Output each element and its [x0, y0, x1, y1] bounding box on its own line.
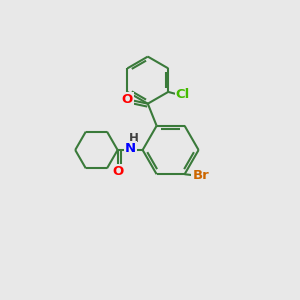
- Text: Br: Br: [192, 169, 209, 182]
- Text: H: H: [129, 132, 139, 145]
- Text: Cl: Cl: [176, 88, 190, 101]
- Text: N: N: [125, 142, 136, 155]
- Text: O: O: [122, 93, 133, 106]
- Text: O: O: [112, 165, 123, 178]
